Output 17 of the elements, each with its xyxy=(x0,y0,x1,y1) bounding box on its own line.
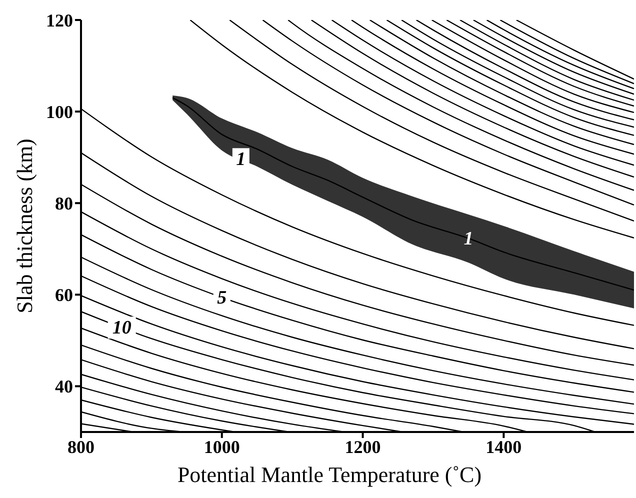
annotation: 5 xyxy=(217,287,228,308)
y-tick-label: 120 xyxy=(46,10,73,30)
y-tick-label: 60 xyxy=(55,285,73,306)
y-axis-title: Slab thickness (km) xyxy=(12,138,37,314)
line-series xyxy=(229,20,634,222)
x-tick-label: 1200 xyxy=(344,436,381,457)
x-tick-label: 1400 xyxy=(486,436,522,457)
line-series xyxy=(486,20,634,90)
annotation: 1 xyxy=(464,228,474,250)
y-tick-label: 40 xyxy=(55,376,73,397)
x-tick-label: 800 xyxy=(68,436,94,457)
annotation: 1 xyxy=(236,149,246,170)
x-tick-label: 1000 xyxy=(204,436,240,457)
annotation: 10 xyxy=(112,318,132,339)
y-tick-label: 100 xyxy=(46,102,73,122)
x-axis-title: Potential Mantle Temperature (˚C) xyxy=(177,462,482,487)
y-tick-label: 80 xyxy=(55,194,73,214)
